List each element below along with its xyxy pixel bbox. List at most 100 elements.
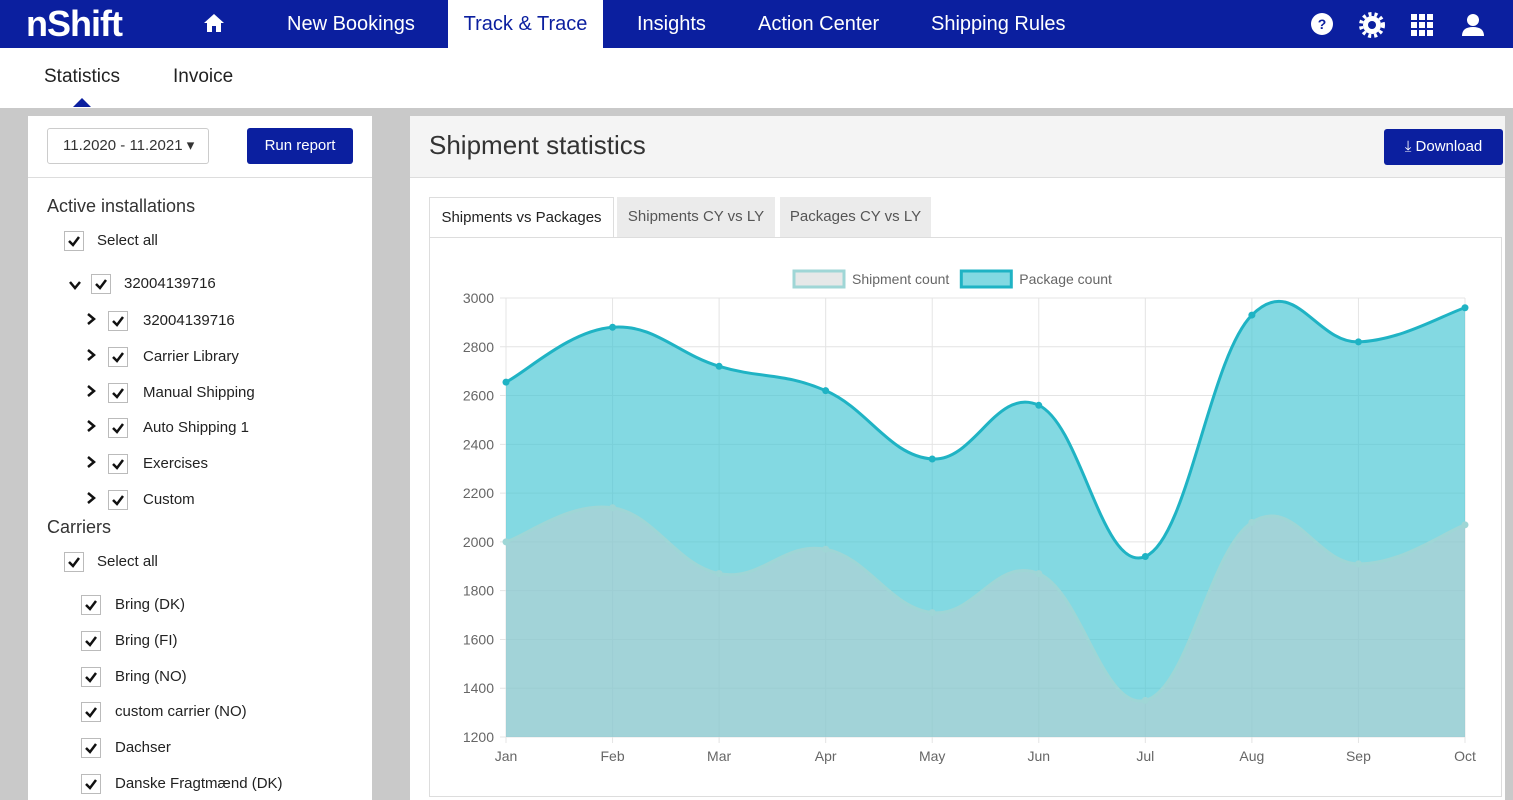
period-dropdown[interactable]: 11.2020 - 11.2021 ▾ — [47, 128, 209, 164]
nav-item[interactable]: New Bookings — [287, 13, 415, 35]
installation[interactable]: 32004139716 — [143, 312, 235, 329]
legend-label: Shipment count — [852, 271, 949, 287]
expand-toggle[interactable] — [85, 419, 97, 433]
subnav-item[interactable]: Invoice — [173, 66, 234, 87]
data-point — [1141, 553, 1149, 561]
installation[interactable]: Carrier Library — [143, 347, 239, 365]
toolbar-icons: ? — [1311, 12, 1484, 38]
chart-frame — [429, 237, 1502, 797]
data-point — [609, 504, 617, 512]
checkbox[interactable] — [108, 418, 128, 439]
data-point — [822, 387, 830, 395]
expand-toggle[interactable] — [85, 384, 97, 397]
checkbox[interactable] — [108, 490, 128, 510]
legend-swatch — [792, 269, 846, 289]
x-tick-label: Jun — [1027, 748, 1050, 764]
x-tick-label: Sep — [1346, 748, 1371, 764]
tab[interactable]: Shipments CY vs LY — [617, 197, 775, 237]
nav-item[interactable]: Shipping Rules — [931, 13, 1066, 35]
apps-icon[interactable] — [1411, 14, 1433, 36]
installation[interactable]: Exercises — [143, 455, 209, 473]
data-point — [1035, 401, 1043, 409]
chevron — [87, 348, 96, 361]
x-tick-label: Apr — [815, 748, 837, 764]
data-point — [1035, 570, 1043, 578]
series-line — [505, 505, 1466, 703]
check-mark — [112, 316, 124, 327]
y-tick-label: 2200 — [463, 485, 494, 501]
checkbox[interactable] — [81, 774, 101, 794]
data-point — [715, 570, 723, 578]
section-title: Active installations — [47, 196, 196, 216]
expand-toggle[interactable] — [69, 278, 81, 290]
subnav-item-active[interactable]: Statistics — [44, 66, 121, 87]
download-text: Download — [1415, 138, 1483, 155]
expand-toggle[interactable] — [85, 348, 97, 361]
installation[interactable]: Custom — [143, 491, 195, 508]
help-icon[interactable] — [1311, 13, 1333, 35]
settings-icon[interactable] — [1359, 12, 1385, 38]
run-report-button[interactable]: Run report — [247, 128, 353, 164]
checkbox[interactable] — [81, 630, 101, 651]
y-tick-label: 1600 — [463, 631, 494, 647]
user-icon[interactable] — [1462, 14, 1484, 36]
checkbox[interactable] — [108, 311, 128, 331]
carrier[interactable]: Bring (NO) — [115, 667, 187, 685]
carrier[interactable]: Bring (FI) — [115, 631, 178, 649]
checkbox[interactable] — [81, 595, 101, 615]
installation[interactable]: 32004139716 — [124, 275, 216, 292]
carrier[interactable]: custom carrier (NO) — [115, 703, 247, 721]
nav-item[interactable]: Action Center — [758, 13, 880, 35]
y-tick-label: 2800 — [463, 339, 494, 355]
data-point — [1248, 518, 1256, 526]
checkbox[interactable] — [91, 274, 111, 294]
expand-toggle[interactable] — [85, 312, 97, 325]
installation[interactable]: Manual Shipping — [143, 383, 255, 401]
x-tick-label: Oct — [1454, 748, 1476, 764]
y-tick-label: 2400 — [463, 436, 494, 452]
select-all[interactable]: Select all — [97, 553, 158, 570]
checkbox[interactable] — [81, 702, 101, 723]
chevron — [87, 384, 96, 397]
checkbox[interactable] — [81, 666, 101, 687]
checkbox[interactable] — [108, 454, 128, 475]
logo[interactable]: nShift — [26, 3, 123, 44]
data-point — [1141, 696, 1149, 704]
check-mark — [112, 423, 124, 435]
carrier[interactable]: Danske Fragtmænd (DK) — [115, 775, 283, 792]
x-tick-label: Mar — [707, 748, 731, 764]
checkbox[interactable] — [108, 382, 128, 403]
data-point — [1354, 560, 1362, 568]
checkbox[interactable] — [64, 552, 84, 572]
chevron — [87, 492, 96, 504]
nav-item-active[interactable]: Track & Trace — [448, 0, 603, 48]
checkbox[interactable] — [108, 346, 128, 367]
tab[interactable]: Packages CY vs LY — [780, 197, 931, 237]
carrier[interactable]: Dachser — [115, 739, 171, 757]
divider — [28, 177, 372, 178]
x-tick-label: Jul — [1136, 748, 1154, 764]
data-point — [502, 538, 510, 546]
expand-toggle[interactable] — [85, 455, 97, 469]
check-mark — [85, 743, 97, 755]
home-icon[interactable] — [203, 13, 225, 33]
y-tick-label: 2000 — [463, 534, 494, 550]
select-all[interactable]: Select all — [97, 232, 158, 249]
period-text: 11.2020 - 11.2021 — [63, 137, 183, 154]
check-mark — [85, 707, 97, 719]
chevron — [87, 420, 96, 433]
active-indicator — [73, 98, 91, 107]
carrier[interactable]: Bring (DK) — [115, 596, 186, 613]
expand-toggle[interactable] — [85, 491, 97, 504]
legend-label: Package count — [1019, 271, 1112, 287]
check-mark — [85, 600, 97, 611]
checkbox[interactable] — [81, 738, 101, 759]
download-button[interactable]: ⤓ Download — [1384, 129, 1503, 165]
nav-item[interactable]: Insights — [637, 13, 706, 35]
installation[interactable]: Auto Shipping 1 — [143, 419, 249, 437]
check-mark — [68, 557, 80, 568]
tab-active[interactable]: Shipments vs Packages — [429, 197, 614, 238]
data-point — [928, 455, 936, 463]
checkbox[interactable] — [64, 231, 84, 251]
